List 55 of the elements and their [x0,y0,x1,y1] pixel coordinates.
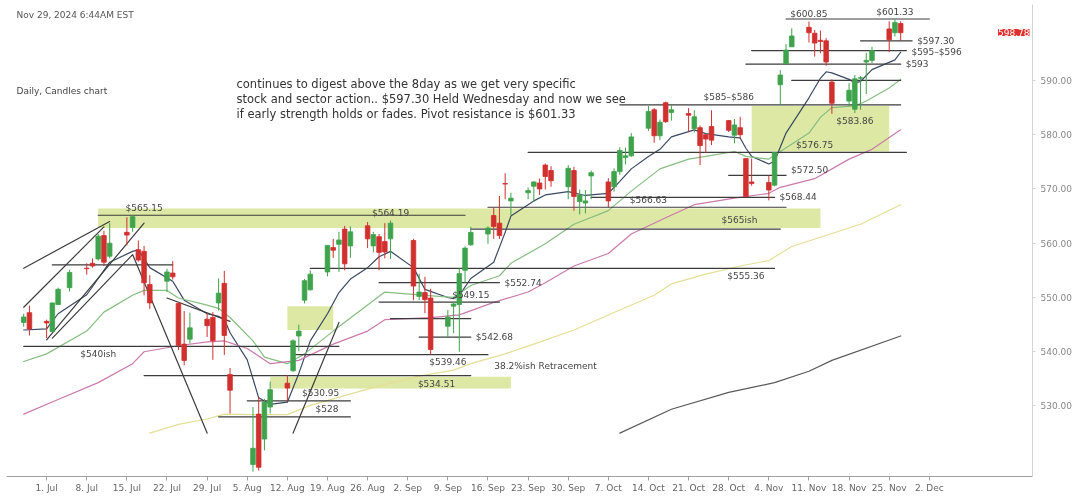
x-tick-label: 12. Aug [269,482,305,493]
x-tick-label: 26. Aug [350,482,385,493]
x-tick-label: 25. Nov [871,482,908,493]
annotation: $593 [905,59,929,70]
annotation: $568.44 [779,192,818,203]
annotation: $600.85 [790,9,828,20]
annotation: $540ish [80,348,117,359]
x-tick-label: 11. Nov [791,482,827,493]
annotation: $528 [315,404,339,415]
x-tick-label: 2. Dec [914,482,944,493]
y-tick-label: 550.00 [1040,292,1073,303]
x-tick-label: 21. Oct [672,482,706,493]
x-tick-label: 19. Aug [310,482,345,493]
y-tick-label: 590.00 [1040,75,1073,86]
x-tick-label: 1. Jul [35,482,58,493]
x-tick-label: 30. Sep [551,482,586,493]
annotation: $555.36 [727,270,765,281]
x-tick-label: 4. Nov [754,482,785,493]
annotation: $565.15 [125,202,163,213]
x-tick-label: 5. Aug [232,482,262,493]
annotation: 598.78 [998,28,1030,38]
annotation: $539.46 [429,357,467,368]
x-tick-label: 14. Oct [632,482,666,493]
x-tick-label: 7. Oct [594,482,623,493]
text: Daily, Candles chart [16,85,108,96]
annotation: $601.33 [876,6,914,17]
annotation: $565ish [721,214,758,225]
annotation: $583.86 [836,116,874,127]
annotation: $542.68 [475,332,514,343]
x-tick-label: 9. Sep [433,482,463,493]
annotation: $534.51 [417,378,456,389]
x-tick-label: 16. Sep [470,482,506,493]
annotation: $576.75 [796,139,834,150]
x-tick-label: 28. Oct [712,482,746,493]
annotation: $572.50 [791,165,829,176]
annotation: $597.30 [917,35,955,46]
x-tick-label: 22. Jul [152,482,182,493]
y-tick-label: 530.00 [1040,401,1073,412]
x-tick-label: 15. Jul [112,482,141,493]
annotation: $585–$586 [703,92,755,103]
annotation: $566.63 [629,194,668,205]
annotation: $595–$596 [911,47,962,58]
y-tick-label: 570.00 [1040,184,1073,195]
x-tick-label: 2. Sep [393,482,423,493]
annotation: continues to digest above the 8day as we get very specific stock and sector action.. $597.30 Held Wednesday and now we see if early strength holds or fades. Pivot resistance is $601.33 [236,76,626,122]
x-tick-label: 23. Sep [511,482,546,493]
y-tick-label: 580.00 [1040,130,1073,141]
x-tick-label: 18. Nov [831,482,868,493]
text: Nov 29, 2024 6:44AM EST [16,9,135,20]
annotation: $552.74 [504,277,542,288]
annotation: 38.2%ish Retracement [494,360,598,371]
y-tick-label: 560.00 [1040,238,1073,249]
x-tick-label: 29. Jul [193,482,222,493]
x-tick-label: 8. Jul [75,482,98,493]
y-tick-label: 540.00 [1040,347,1073,358]
